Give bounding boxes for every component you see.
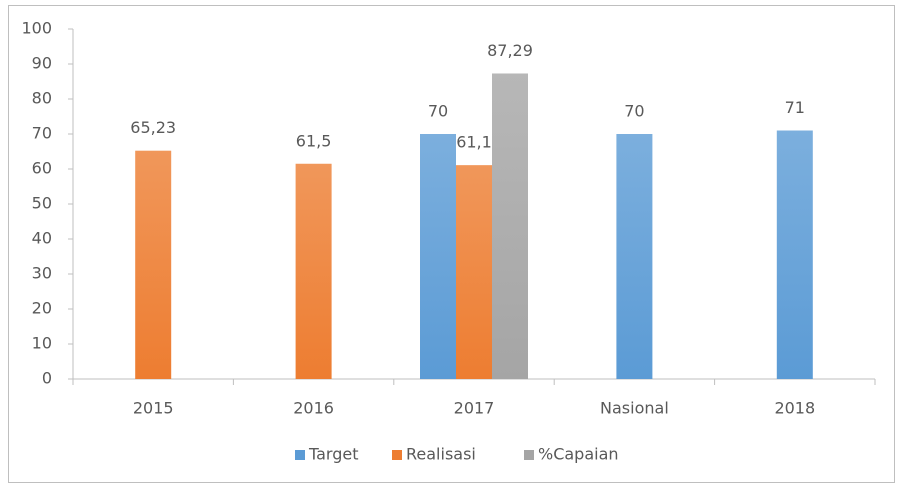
value-label: 61,1 — [456, 133, 492, 152]
value-label: 65,23 — [130, 118, 176, 137]
bar — [492, 73, 528, 380]
value-label: 70 — [624, 102, 644, 121]
value-label: 70 — [428, 102, 448, 121]
bar — [776, 130, 813, 379]
legend-swatch — [524, 450, 534, 460]
y-tick-label: 0 — [42, 369, 52, 388]
x-tick-label: 2015 — [133, 399, 174, 418]
y-tick-label: 10 — [32, 334, 52, 353]
y-tick-label: 50 — [32, 194, 52, 213]
y-tick-label: 30 — [32, 264, 52, 283]
value-label: 61,5 — [296, 131, 332, 150]
y-tick-label: 90 — [32, 54, 52, 73]
legend-label: Target — [308, 445, 359, 464]
legend-swatch — [392, 450, 402, 460]
legend-swatch — [295, 450, 305, 460]
legend-label: %Capaian — [538, 445, 619, 464]
value-label: 87,29 — [487, 41, 533, 60]
bar — [420, 134, 456, 379]
y-tick-label: 60 — [32, 159, 52, 178]
x-tick-label: 2018 — [774, 399, 815, 418]
y-tick-label: 40 — [32, 229, 52, 248]
bar — [456, 165, 492, 379]
x-tick-label: 2016 — [293, 399, 334, 418]
y-tick-label: 70 — [32, 124, 52, 143]
x-tick-label: Nasional — [600, 399, 669, 418]
bar — [616, 134, 653, 379]
x-tick-label: 2017 — [454, 399, 495, 418]
y-tick-label: 80 — [32, 89, 52, 108]
y-tick-label: 100 — [21, 19, 52, 38]
value-label: 71 — [785, 98, 805, 117]
y-tick-label: 20 — [32, 299, 52, 318]
bar — [135, 150, 172, 379]
legend-label: Realisasi — [406, 445, 476, 464]
bar — [295, 163, 332, 379]
